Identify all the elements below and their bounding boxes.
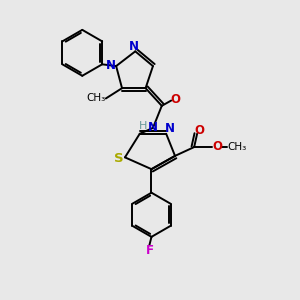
Text: N: N [165, 122, 175, 135]
Text: CH₃: CH₃ [227, 142, 246, 152]
Text: F: F [146, 244, 153, 257]
Text: N: N [148, 122, 158, 134]
Text: H: H [139, 122, 148, 131]
Text: S: S [114, 152, 123, 165]
Text: N: N [129, 40, 139, 53]
Text: O: O [194, 124, 205, 137]
Text: CH₃: CH₃ [87, 94, 106, 103]
Text: O: O [171, 93, 181, 106]
Text: O: O [212, 140, 222, 153]
Text: N: N [106, 59, 116, 72]
